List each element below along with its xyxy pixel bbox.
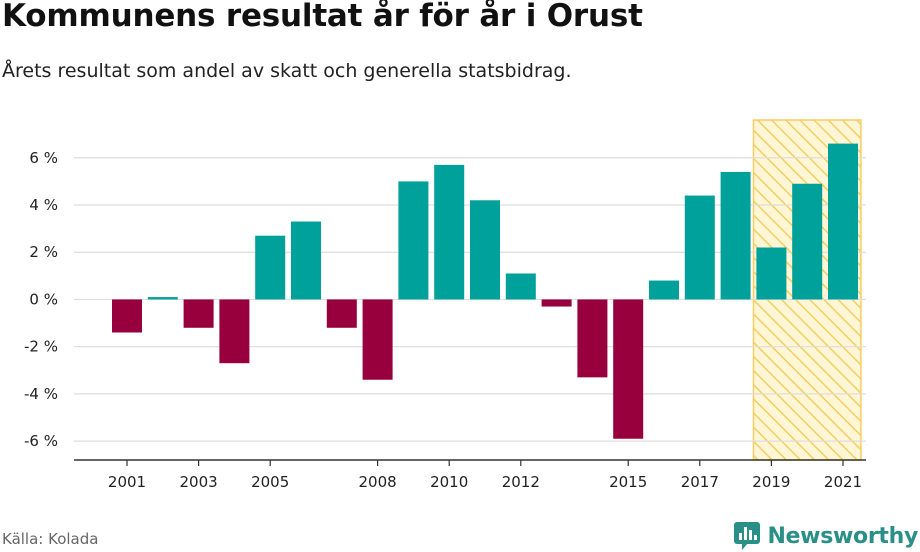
y-tick-label: -4 %: [24, 385, 58, 403]
bar-2001: [112, 299, 142, 333]
bar-2021: [828, 143, 858, 300]
x-tick-label: 2021: [824, 473, 862, 491]
bar-2010: [434, 164, 465, 300]
x-tick-label: 2019: [752, 473, 790, 491]
bar-2014: [577, 299, 608, 378]
bar-2004: [219, 299, 250, 364]
y-tick-label: 2 %: [29, 243, 58, 261]
bar-2012: [505, 273, 536, 300]
x-tick-label: 2017: [681, 473, 719, 491]
chart-title: Kommunens resultat år för år i Orust: [2, 0, 643, 34]
bar-2019: [756, 247, 787, 300]
bar-2009: [398, 181, 429, 300]
bar-2008: [362, 299, 393, 380]
bar-2020: [792, 183, 823, 300]
y-tick-label: 6 %: [29, 149, 58, 167]
bar-2016: [649, 280, 679, 300]
bar-2017: [684, 195, 715, 300]
x-tick-label: 2003: [180, 473, 218, 491]
bar-2007: [326, 299, 357, 328]
brand-name: Newsworthy: [767, 523, 918, 549]
x-tick-label: 2010: [430, 473, 468, 491]
bar-2015: [613, 299, 644, 439]
brand-logo: Newsworthy: [733, 520, 918, 552]
x-tick-label: 2012: [502, 473, 540, 491]
y-tick-label: 0 %: [29, 290, 58, 308]
y-tick-label: -2 %: [24, 338, 58, 356]
x-tick-label: 2005: [251, 473, 289, 491]
source-note: Källa: Kolada: [2, 530, 99, 548]
bar-2005: [255, 235, 286, 300]
x-tick-label: 2001: [108, 473, 146, 491]
y-tick-label: -6 %: [24, 432, 58, 450]
bar-2006: [291, 221, 321, 300]
bar-2018: [720, 171, 751, 300]
newsworthy-icon: [734, 522, 761, 550]
bar-2003: [183, 299, 214, 328]
bar-2013: [541, 299, 572, 307]
y-tick-label: 4 %: [29, 196, 58, 214]
x-tick-label: 2015: [609, 473, 647, 491]
bar-2002: [147, 297, 178, 300]
x-tick-label: 2008: [359, 473, 397, 491]
chart-subtitle: Årets resultat som andel av skatt och ge…: [2, 60, 572, 82]
bar-2011: [470, 200, 500, 300]
